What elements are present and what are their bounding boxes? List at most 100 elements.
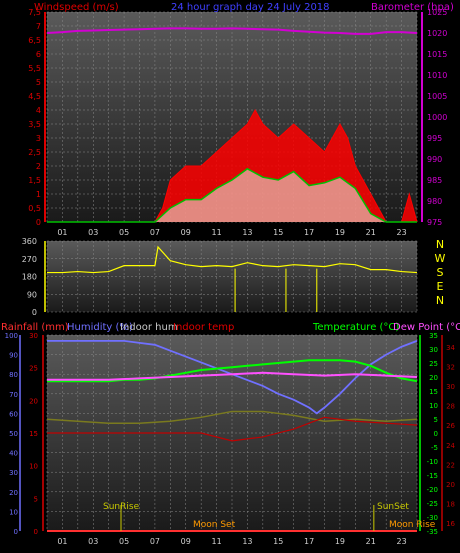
indoor-temp-y-tick: 16 — [446, 520, 455, 528]
humidity-y-tick: 20 — [9, 489, 18, 497]
hour-tick-label: 23 — [396, 228, 406, 237]
series-layer — [46, 27, 418, 532]
legend-temperature: Temperature (°C) — [312, 322, 399, 333]
hour-tick-label: 13 — [242, 228, 252, 237]
cardinal-label: W — [435, 252, 446, 265]
hour-tick-label: 09 — [181, 228, 191, 237]
temp-y-tick: -35 — [427, 528, 438, 536]
hour-tick-label: 01 — [57, 228, 67, 237]
cardinal-label: E — [437, 280, 444, 293]
baro-y-tick: 1010 — [427, 71, 447, 80]
temp-y-tick: 30 — [429, 346, 438, 354]
cardinal-label: S — [437, 266, 444, 279]
indoor-temp-line — [47, 416, 418, 442]
humidity-y-tick: 80 — [9, 371, 18, 379]
windspeed-line — [47, 167, 417, 223]
temp-y-tick: 25 — [429, 360, 438, 368]
moonset-label: Moon Set — [193, 520, 236, 530]
rain-y-tick: 20 — [29, 397, 38, 405]
hour-tick-label: 03 — [88, 537, 98, 546]
hour-tick-label: 19 — [335, 228, 345, 237]
humidity-y-tick: 10 — [9, 508, 18, 516]
indoor-hum-line — [46, 410, 418, 424]
wind-y-tick: 3,5 — [28, 120, 41, 129]
baro-y-tick: 1020 — [427, 29, 447, 38]
baro-y-tick: 975 — [427, 218, 442, 227]
baro-y-tick: 995 — [427, 134, 442, 143]
humidity-y-tick: 40 — [9, 450, 18, 458]
hour-tick-label: 07 — [150, 228, 160, 237]
hour-tick-label: 15 — [273, 228, 283, 237]
temp-y-tick: 5 — [434, 416, 438, 424]
legend-indoor-temp: Indoor temp — [173, 322, 234, 333]
baro-y-tick: 980 — [427, 197, 442, 206]
rain-y-tick: 15 — [29, 430, 38, 438]
sunset-label: SunSet — [377, 502, 409, 512]
barometer-line — [46, 27, 418, 35]
temp-y-tick: -20 — [427, 486, 438, 494]
wind-y-tick: 0 — [36, 218, 41, 227]
wind-y-tick: 1,5 — [28, 176, 41, 185]
humidity-y-tick: 70 — [9, 391, 18, 399]
hour-tick-label: 21 — [366, 537, 376, 546]
rain-y-tick: 25 — [29, 365, 38, 373]
temp-y-tick: 0 — [434, 430, 438, 438]
hour-tick-label: 01 — [57, 537, 67, 546]
baro-y-tick: 1000 — [427, 113, 447, 122]
rain-y-tick: 30 — [29, 332, 38, 340]
humidity-y-tick: 60 — [9, 410, 18, 418]
indoor-temp-y-tick: 18 — [446, 500, 455, 508]
chart-title: 24 hour graph day 24 July 2018 — [171, 2, 330, 13]
temp-y-tick: -15 — [427, 472, 438, 480]
wind-y-tick: 4 — [36, 106, 41, 115]
barometer-label: Barometer (hpa) — [371, 2, 454, 13]
hour-tick-label: 15 — [273, 537, 283, 546]
wind-y-tick: 4,5 — [28, 92, 41, 101]
legend-humidity: Humidity (%) — [67, 322, 133, 333]
indoor-temp-y-tick: 22 — [446, 461, 455, 469]
temp-y-tick: 15 — [429, 388, 438, 396]
temp-y-tick: -25 — [427, 500, 438, 508]
baro-y-tick: 985 — [427, 176, 442, 185]
humidity-y-tick: 0 — [14, 528, 18, 536]
temp-y-tick: -10 — [427, 458, 438, 466]
humidity-y-tick: 30 — [9, 469, 18, 477]
wind-y-tick: 6,5 — [28, 36, 41, 45]
hour-tick-label: 11 — [211, 537, 221, 546]
wind-y-tick: 5 — [36, 78, 41, 87]
wind-direction-line — [47, 245, 418, 274]
temperature-c-line — [47, 359, 418, 383]
legend-dewpoint: Dew Point (°C) — [393, 322, 460, 333]
indoor-temp-y-tick: 30 — [446, 383, 455, 391]
wind-y-tick: 1 — [36, 190, 41, 199]
hour-tick-label: 09 — [181, 537, 191, 546]
humidity-line — [47, 339, 418, 415]
wind-avg-area — [47, 168, 417, 222]
hour-tick-label: 17 — [304, 537, 314, 546]
sunrise-label: SunRise — [103, 502, 140, 512]
rain-y-tick: 5 — [34, 495, 38, 503]
wind-y-tick: 5,5 — [28, 64, 41, 73]
direction-y-tick: 0 — [32, 308, 37, 317]
direction-y-tick: 90 — [27, 290, 37, 299]
hour-tick-label: 23 — [396, 537, 406, 546]
dew-point-c-line — [47, 371, 418, 381]
wind-y-tick: 7 — [36, 22, 41, 31]
hour-tick-label: 07 — [150, 537, 160, 546]
humidity-y-tick: 100 — [5, 332, 18, 340]
baro-y-tick: 990 — [427, 155, 442, 164]
wind-y-tick: 7,5 — [28, 8, 41, 17]
indoor-temp-y-tick: 24 — [446, 442, 455, 450]
indoor-temp-y-tick: 28 — [446, 403, 455, 411]
indoor-temp-y-tick: 20 — [446, 481, 455, 489]
wind-y-tick: 3 — [36, 134, 41, 143]
moonrise-label: Moon Rise — [389, 520, 436, 530]
indoor-temp-y-tick: 34 — [446, 344, 455, 352]
hour-tick-label: 17 — [304, 228, 314, 237]
direction-y-tick: 360 — [22, 237, 37, 246]
indoor-temp-y-tick: 32 — [446, 364, 455, 372]
wind-y-tick: 2 — [36, 162, 41, 171]
hour-tick-label: 05 — [119, 537, 129, 546]
hour-tick-label: 19 — [335, 537, 345, 546]
